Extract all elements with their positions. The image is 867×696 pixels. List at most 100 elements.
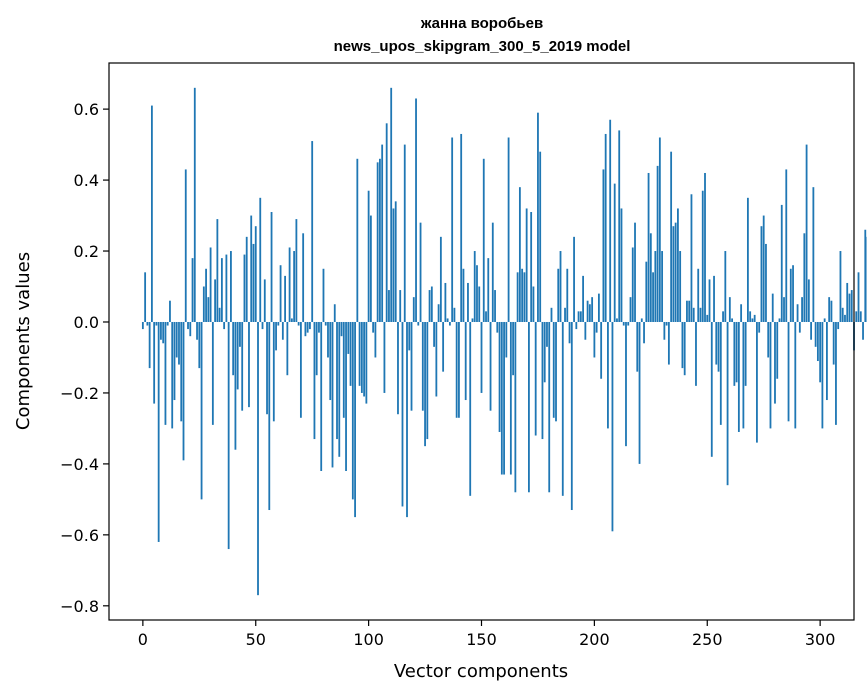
- plot-frame: [108, 62, 855, 621]
- bar: [496, 321, 499, 333]
- bar: [607, 321, 609, 429]
- bar: [794, 321, 797, 429]
- bar: [798, 321, 801, 333]
- bar: [667, 321, 670, 365]
- bar: [839, 251, 842, 322]
- bar: [509, 321, 512, 475]
- bar: [254, 226, 257, 322]
- bar: [178, 321, 180, 365]
- x-tick-label: 100: [353, 630, 384, 649]
- bar: [482, 158, 485, 322]
- bar: [200, 321, 203, 500]
- bar: [464, 321, 467, 401]
- bar: [236, 321, 239, 390]
- bar: [394, 201, 397, 322]
- bar: [205, 268, 207, 322]
- bar: [769, 321, 772, 429]
- bar: [189, 321, 192, 337]
- bar: [184, 169, 187, 322]
- bar: [345, 321, 347, 471]
- bar: [507, 137, 510, 322]
- bar: [697, 268, 700, 322]
- bar: [604, 133, 607, 322]
- bar: [552, 321, 555, 418]
- bar: [835, 321, 837, 425]
- bar: [458, 321, 460, 418]
- bar: [631, 247, 634, 322]
- bar: [259, 197, 262, 322]
- bar: [376, 162, 379, 322]
- bar: [785, 169, 788, 322]
- bar: [862, 321, 864, 340]
- bar: [543, 321, 546, 383]
- bar: [385, 123, 388, 322]
- bar: [437, 304, 440, 322]
- bar: [171, 321, 174, 429]
- bar: [805, 144, 808, 322]
- bar: [173, 321, 176, 401]
- bar: [399, 290, 402, 322]
- bar: [672, 226, 675, 322]
- bar: [275, 321, 277, 351]
- bar: [369, 215, 372, 322]
- bar: [778, 318, 781, 322]
- bar: [160, 321, 162, 340]
- bar: [602, 169, 605, 322]
- bar: [719, 321, 722, 425]
- y-axis-ticks: −0.8 −0.6 −0.4 −0.2 0.0 0.2 0.4 0.6: [60, 100, 109, 616]
- bar: [485, 311, 487, 322]
- bar: [448, 321, 451, 326]
- bar: [293, 251, 296, 322]
- bar: [451, 137, 454, 322]
- bar: [505, 321, 508, 358]
- bar: [372, 321, 375, 333]
- bar: [706, 314, 709, 322]
- x-tick-label: 250: [692, 630, 723, 649]
- bar: [220, 258, 223, 322]
- bar: [277, 321, 280, 326]
- bar: [591, 297, 594, 322]
- bar: [570, 321, 573, 511]
- bar: [421, 321, 424, 411]
- bar: [248, 321, 250, 408]
- bar: [566, 268, 569, 322]
- bar: [182, 321, 185, 461]
- bar: [611, 321, 614, 532]
- bar: [419, 222, 422, 322]
- bar: [426, 321, 429, 440]
- bar: [780, 204, 783, 322]
- x-tick-label: 200: [579, 630, 610, 649]
- bar: [417, 321, 420, 326]
- bar: [234, 321, 237, 450]
- bar: [480, 321, 483, 393]
- bar: [629, 297, 632, 322]
- bar: [695, 321, 697, 386]
- bar: [268, 321, 271, 511]
- bar: [665, 321, 668, 326]
- bar: [816, 321, 819, 362]
- bar: [726, 321, 729, 486]
- bar: [243, 254, 246, 322]
- bar: [756, 321, 758, 443]
- bar: [701, 190, 704, 322]
- bar: [724, 251, 727, 322]
- bar: [230, 251, 232, 322]
- bar: [841, 307, 844, 322]
- bar: [704, 172, 706, 322]
- bar: [211, 321, 214, 425]
- bar: [652, 272, 654, 322]
- bar: [415, 98, 417, 322]
- bar: [155, 321, 158, 326]
- bar: [767, 321, 770, 358]
- bar: [537, 112, 539, 322]
- bar: [403, 144, 406, 322]
- bar: [327, 321, 329, 358]
- bar: [654, 251, 657, 322]
- bar: [534, 321, 537, 436]
- bar: [379, 158, 381, 322]
- bar: [311, 141, 314, 322]
- bar: [744, 321, 747, 386]
- bar: [848, 293, 851, 322]
- bar: [722, 311, 724, 322]
- bar: [634, 222, 636, 322]
